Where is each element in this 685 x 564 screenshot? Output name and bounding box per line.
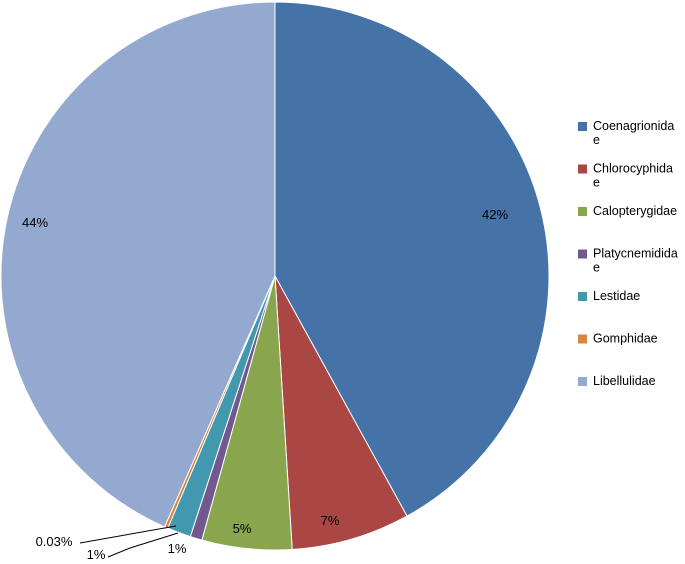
data-labels: 42% 7% 5% 1% 1% 0.03% 44% — [22, 207, 508, 562]
legend-swatch-libellulidae — [578, 377, 587, 386]
legend-label-gomphidae: Gomphidae — [593, 332, 658, 346]
data-label-calopterygidae: 5% — [233, 521, 252, 536]
legend-label-coenagrionidae: Coenagrionida e — [593, 119, 674, 147]
legend-item-gomphidae: Gomphidae — [578, 332, 658, 346]
data-label-libellulidae: 44% — [22, 215, 48, 230]
leader-line-lestidae — [107, 532, 179, 558]
data-label-chlorocyphidae: 7% — [321, 513, 340, 528]
legend: Coenagrionida e Chlorocyphida e Calopterygid… — [578, 119, 678, 388]
legend-label-platycnemididae: Platycnemidida e — [593, 247, 678, 275]
legend-item-coenagrionidae: Coenagrionida e — [578, 119, 674, 147]
legend-label-calopterygidae: Calopterygidae — [593, 204, 677, 218]
pie-slice-chlorocyphidae — [274, 275, 408, 550]
data-label-platycnemididae: 1% — [168, 541, 187, 556]
data-label-lestidae: 1% — [87, 547, 106, 562]
pie-slice-coenagrionidae — [274, 1, 550, 517]
legend-label-lestidae: Lestidae — [593, 289, 640, 303]
legend-swatch-calopterygidae — [578, 207, 587, 216]
legend-item-calopterygidae: Calopterygidae — [578, 204, 677, 218]
data-label-coenagrionidae: 42% — [482, 207, 508, 222]
legend-swatch-lestidae — [578, 292, 587, 301]
data-label-gomphidae: 0.03% — [36, 534, 73, 549]
legend-item-chlorocyphidae: Chlorocyphida e — [578, 162, 673, 190]
pie-slice-libellulidae — [0, 1, 276, 528]
legend-label-libellulidae: Libellulidae — [593, 374, 656, 388]
legend-swatch-platycnemididae — [578, 249, 587, 259]
legend-item-libellulidae: Libellulidae — [578, 374, 656, 388]
legend-swatch-coenagrionidae — [578, 122, 587, 131]
leader-line-gomphidae — [79, 525, 177, 544]
legend-item-platycnemididae: Platycnemidida e — [578, 247, 678, 275]
pie-slices — [0, 1, 550, 551]
legend-item-lestidae: Lestidae — [578, 289, 640, 303]
legend-swatch-gomphidae — [578, 334, 587, 344]
leader-lines — [79, 525, 179, 558]
legend-label-chlorocyphidae: Chlorocyphida e — [593, 162, 673, 190]
legend-swatch-chlorocyphidae — [578, 164, 587, 174]
